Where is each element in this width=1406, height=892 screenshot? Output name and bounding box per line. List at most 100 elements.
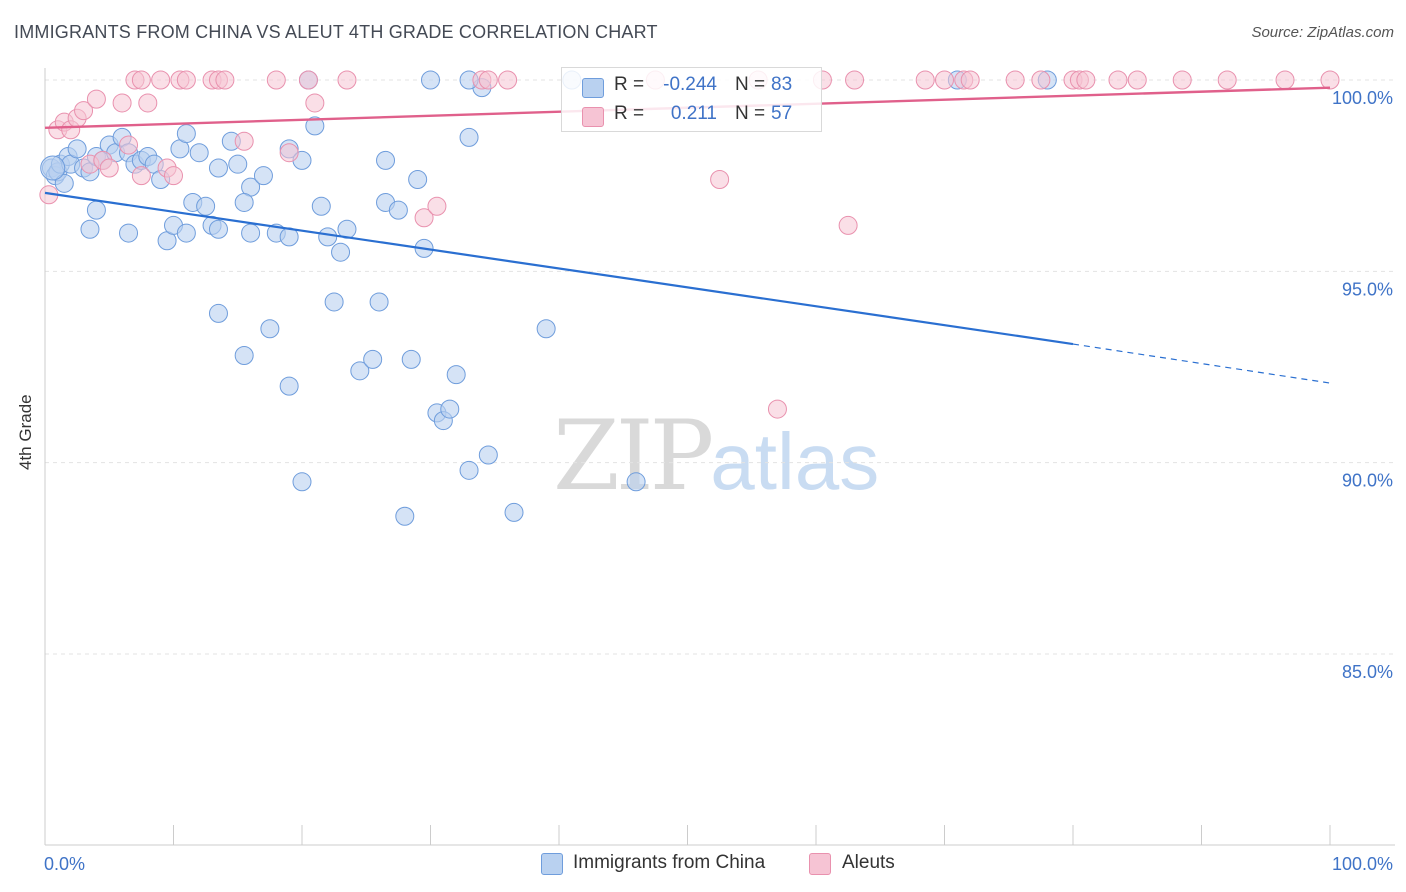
aleut-point <box>1076 70 1096 90</box>
china-point <box>208 158 228 178</box>
china-point <box>119 223 139 243</box>
source-label: Source: ZipAtlas.com <box>1251 24 1394 41</box>
aleut-point <box>915 70 935 90</box>
series-legend: Immigrants from China Aleuts <box>0 852 1406 878</box>
china-point <box>241 223 261 243</box>
legend-n-label: N = <box>735 74 766 95</box>
legend-r-label: R = <box>614 74 645 95</box>
china-point <box>318 227 338 247</box>
aleut-point <box>112 93 132 113</box>
gridlines <box>45 79 1395 655</box>
china-legend-swatch <box>541 853 563 875</box>
china-point <box>504 502 524 522</box>
aleut-point <box>138 93 158 113</box>
aleut-point <box>838 215 858 235</box>
aleut-point <box>86 89 106 109</box>
china-point <box>369 292 389 312</box>
china-point <box>176 223 196 243</box>
aleut-point <box>1172 70 1192 90</box>
aleut-point <box>119 135 139 155</box>
china-swatch <box>582 78 604 98</box>
china-point <box>54 173 74 193</box>
china-trend-line <box>44 191 1074 346</box>
y-tick-label: 95.0% <box>1342 279 1393 299</box>
watermark-atlas: atlas <box>710 417 880 506</box>
aleut-point <box>845 70 865 90</box>
aleut-point <box>1127 70 1147 90</box>
china-point <box>388 200 408 220</box>
china-point <box>253 166 273 186</box>
china-point <box>189 143 209 163</box>
tick-labels: 100.0% 95.0% 90.0% 85.0% 0.0% 100.0% <box>44 88 1393 874</box>
china-point <box>176 124 196 144</box>
aleut-point <box>131 70 151 90</box>
china-point <box>260 319 280 339</box>
china-point <box>279 376 299 396</box>
y-tick-label: 90.0% <box>1342 471 1393 491</box>
aleut-point <box>935 70 954 90</box>
aleut-point <box>305 93 325 113</box>
y-tick-label: 100.0% <box>1332 88 1393 108</box>
china-point <box>401 349 421 369</box>
aleut-point <box>1005 70 1025 90</box>
china-point <box>446 365 466 385</box>
aleut-point <box>74 101 94 121</box>
legend-n-label: N = <box>735 103 766 124</box>
y-tick-label: 85.0% <box>1342 662 1393 682</box>
china-point <box>536 319 556 339</box>
legend-row-china: R = -0.244 N = 83 <box>562 71 821 101</box>
aleut-point <box>1031 70 1051 90</box>
china-trend-extension <box>1072 343 1331 384</box>
aleut-point <box>414 208 434 228</box>
china-legend-label: Immigrants from China <box>573 852 766 873</box>
china-point <box>376 150 396 170</box>
aleut-point <box>767 399 787 419</box>
aleut-legend-label: Aleuts <box>842 852 895 873</box>
china-point <box>350 361 370 381</box>
china-point <box>324 292 344 312</box>
china-point <box>234 346 254 366</box>
china-point <box>331 242 351 262</box>
china-point <box>395 506 415 526</box>
aleut-point <box>99 158 119 178</box>
aleut-point <box>710 169 730 189</box>
watermark: ZIPatlas <box>553 400 879 512</box>
y-axis-label: 4th Grade <box>16 394 35 470</box>
legend-n-value: 57 <box>771 103 793 124</box>
aleut-point <box>176 70 196 90</box>
aleut-point <box>1217 70 1237 90</box>
china-point <box>408 169 428 189</box>
china-point <box>234 192 254 212</box>
china-point <box>440 399 460 419</box>
china-points <box>40 70 1057 526</box>
aleut-point <box>131 166 151 186</box>
legend-row-aleut: R = 0.211 N = 57 <box>562 100 821 130</box>
china-point <box>228 154 248 174</box>
aleut-point <box>215 70 235 90</box>
china-point <box>478 445 498 465</box>
aleut-point <box>498 70 518 90</box>
legend-r-label: R = <box>614 103 645 124</box>
legend-r-value: -0.244 <box>663 74 717 95</box>
aleut-point <box>298 70 318 90</box>
aleut-point <box>279 143 299 163</box>
aleut-point <box>1320 70 1340 90</box>
china-point <box>196 196 216 216</box>
aleut-point <box>151 70 171 90</box>
aleut-point <box>1275 70 1295 90</box>
x-tick-label: 0.0% <box>44 854 85 874</box>
aleut-point <box>337 70 357 90</box>
aleut-point <box>1108 70 1128 90</box>
china-point <box>208 219 228 239</box>
aleut-legend-swatch <box>809 853 831 875</box>
aleut-swatch <box>582 107 604 127</box>
china-point <box>67 139 87 159</box>
china-point <box>292 472 312 492</box>
legend-n-value: 83 <box>771 74 793 95</box>
x-tick-label: 100.0% <box>1332 854 1393 874</box>
china-point <box>305 116 325 136</box>
china-point <box>626 472 646 492</box>
aleut-point <box>234 131 254 151</box>
aleut-point <box>960 70 980 90</box>
